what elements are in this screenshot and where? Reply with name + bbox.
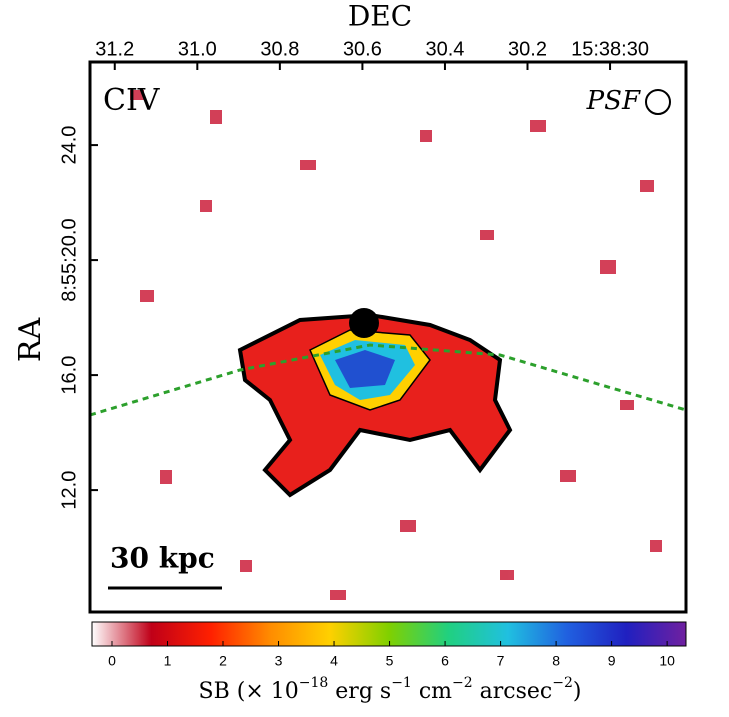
x-label: DEC: [348, 0, 412, 33]
x-tick-label: 30.4: [425, 38, 464, 60]
colorbar-label-part: cm: [412, 679, 452, 704]
line-label: CIV: [103, 83, 161, 118]
plot-frame: [88, 60, 688, 614]
colorbar-label-part: ): [573, 679, 582, 704]
colorbar-tick-label: 5: [386, 653, 394, 669]
emission-region: [89, 89, 687, 590]
y-tick-label: 12.0: [58, 471, 80, 510]
x-tick-label: 30.8: [260, 38, 299, 60]
x-tick-label: 30.2: [508, 38, 547, 60]
image-blobs: [130, 90, 662, 600]
y-tick-label: 8:55:20.0: [58, 218, 80, 301]
colorbar-tick-label: 9: [608, 653, 616, 669]
colorbar-label-part: −2: [552, 675, 573, 691]
colorbar-tick-label: 3: [275, 653, 283, 669]
y-tick-label: 24.0: [58, 126, 80, 165]
colorbar-bar: [91, 621, 687, 647]
psf-label: PSF: [586, 86, 641, 116]
y-tick-label: 16.0: [58, 356, 80, 395]
colorbar-tick-label: 6: [441, 653, 449, 669]
colorbar-label-part: −18: [299, 675, 329, 691]
colorbar-tick-label: 2: [219, 653, 227, 669]
colorbar-tick-label: 7: [497, 653, 505, 669]
x-tick-label: 30.6: [343, 38, 382, 60]
colorbar-label-part: −2: [452, 675, 473, 691]
colorbar-tick-label: 8: [552, 653, 560, 669]
x-tick-label: 31.0: [178, 38, 217, 60]
x-tick-label: 31.2: [95, 38, 134, 60]
colorbar-label-part: erg s: [328, 679, 391, 704]
x-tick-label: 15:38:30: [571, 38, 649, 60]
y-label: RA: [13, 318, 48, 363]
colorbar-label-part: SB (× 10: [199, 679, 299, 704]
colorbar-tick-label: 0: [108, 653, 116, 669]
colorbar-tick-label: 4: [330, 653, 338, 669]
scale-label: 30 kpc: [110, 542, 215, 575]
colorbar-label: SB (× 10−18 erg s−1 cm−2 arcsec−2): [199, 675, 582, 704]
colorbar-tick-label: 10: [659, 653, 675, 669]
colorbar-label-part: arcsec: [473, 679, 553, 704]
colorbar-label-part: −1: [391, 675, 412, 691]
colorbar-tick-label: 1: [164, 653, 172, 669]
